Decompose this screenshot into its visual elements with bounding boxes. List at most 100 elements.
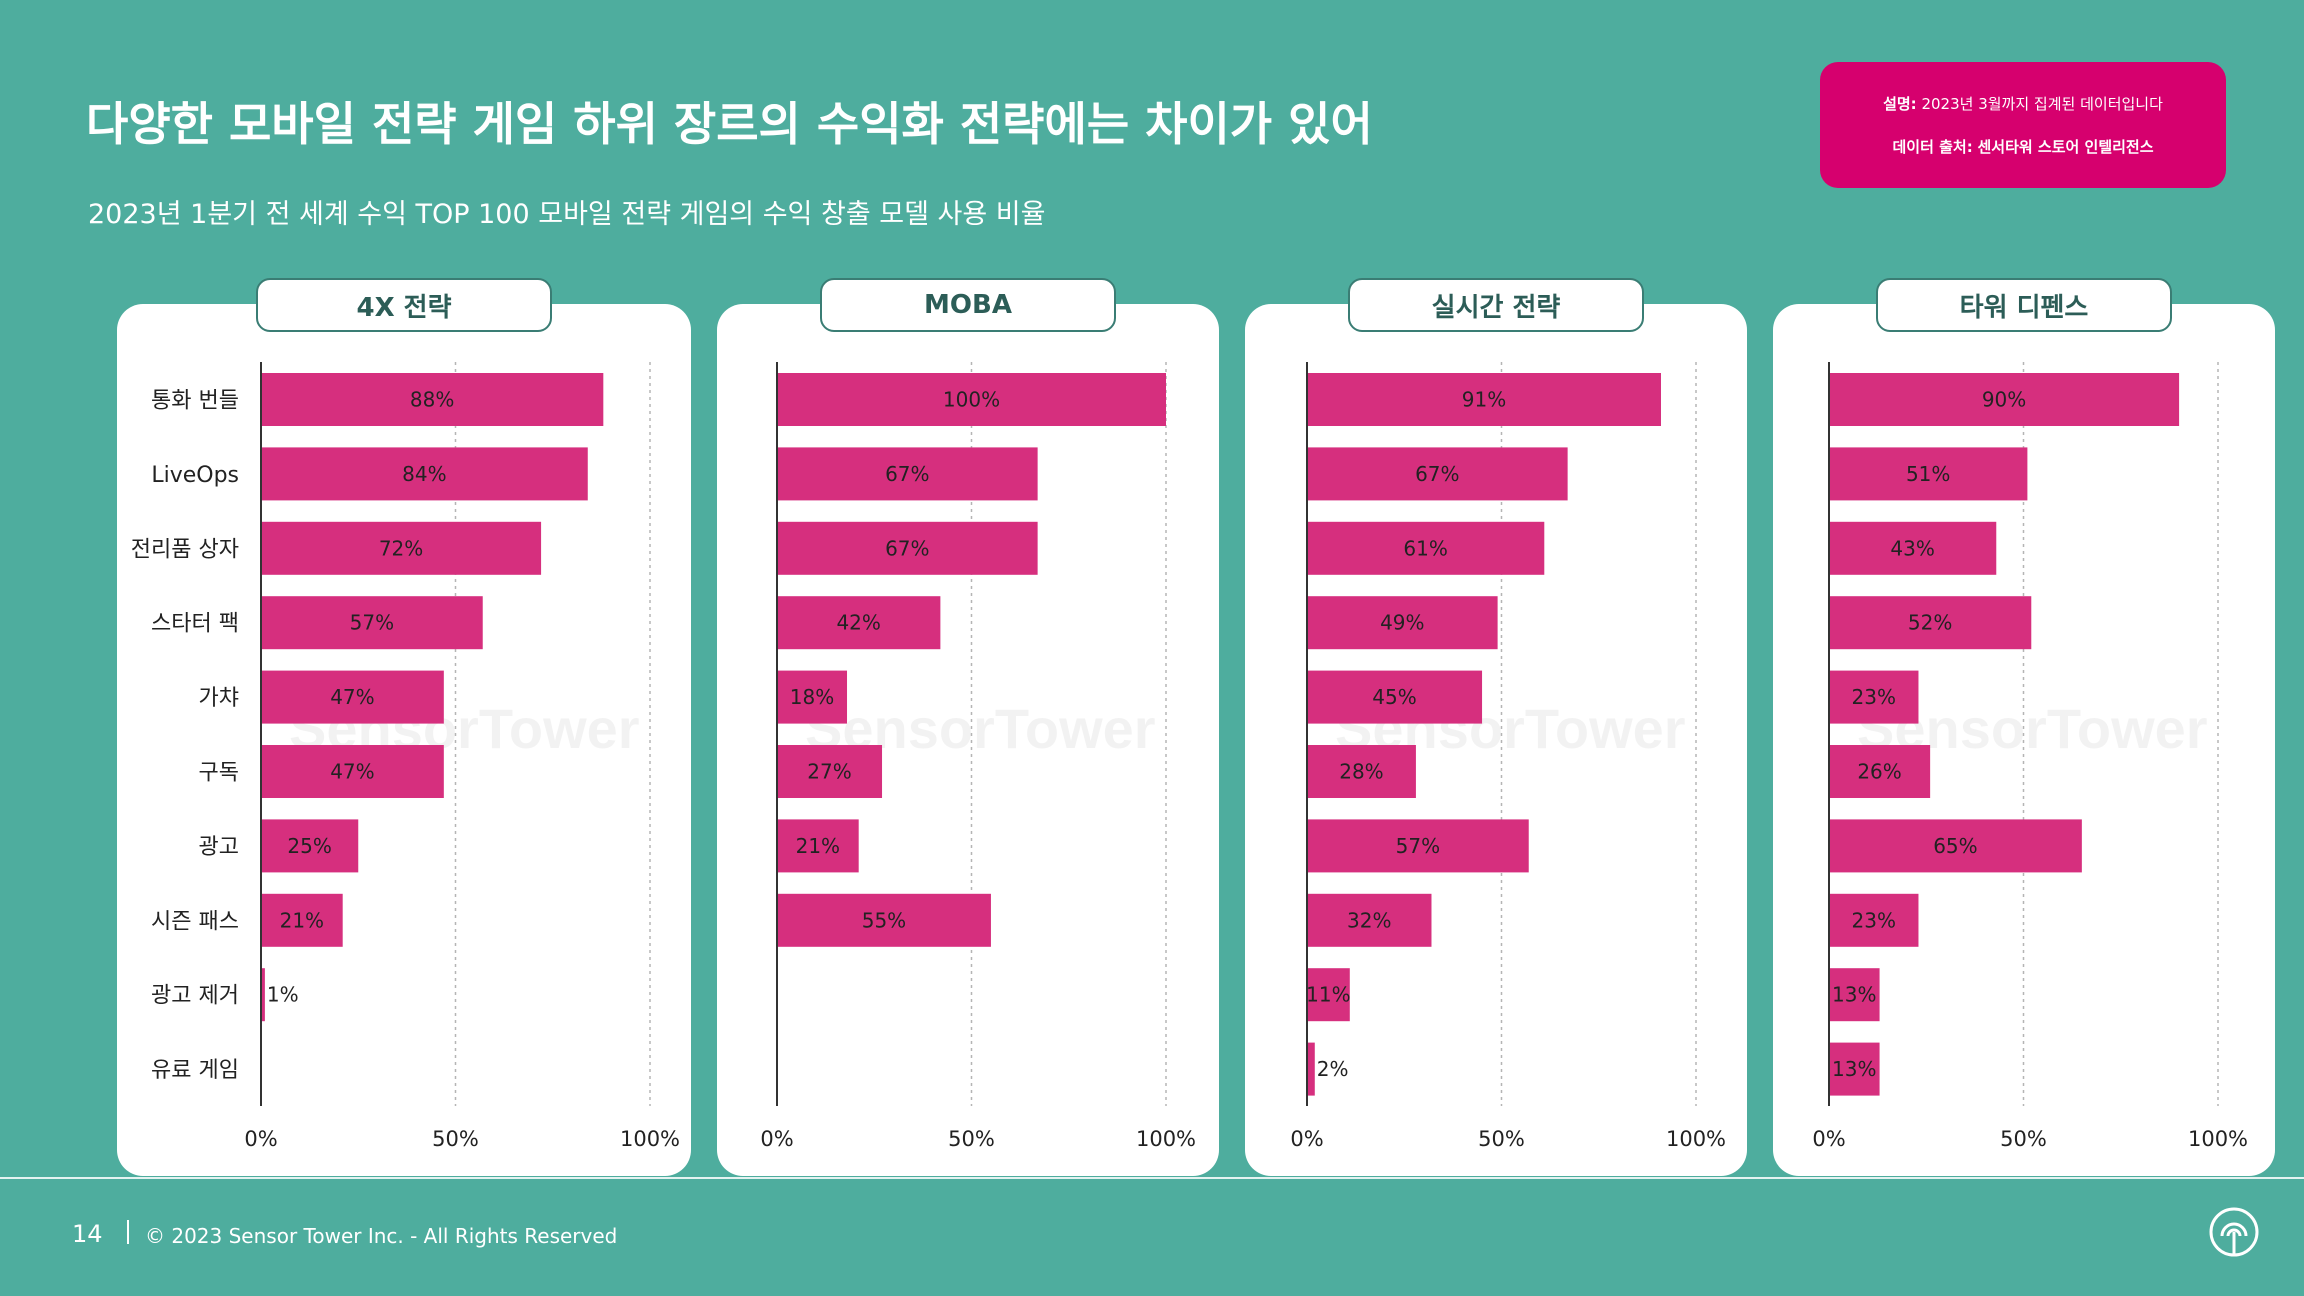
data-label: 11% (1306, 983, 1350, 1007)
data-label: 13% (1832, 983, 1876, 1007)
bar (1829, 893, 1919, 947)
tick-label: 0% (1812, 1127, 1845, 1151)
category-label: 전리품 상자 (131, 537, 239, 562)
panel-title-moba: MOBA (820, 278, 1116, 332)
data-label: 42% (836, 611, 880, 635)
bar (777, 819, 859, 873)
bar (261, 373, 604, 426)
tick-label: 50% (1478, 1127, 1525, 1151)
category-label: 유료 게임 (151, 1058, 239, 1083)
data-label: 43% (1890, 536, 1934, 560)
data-label: 67% (885, 462, 929, 486)
data-label: 25% (287, 834, 331, 858)
tick-label: 100% (1136, 1127, 1196, 1151)
bar (1307, 596, 1498, 650)
bar (261, 819, 359, 873)
panel-title-rts: 실시간 전략 (1348, 278, 1644, 332)
bar (261, 521, 542, 575)
data-label: 52% (1908, 611, 1952, 635)
bar (777, 745, 883, 798)
bar (777, 447, 1038, 501)
data-label: 84% (402, 462, 446, 486)
bar (1307, 521, 1545, 575)
data-label: 91% (1462, 388, 1506, 412)
data-label: 88% (410, 388, 454, 412)
footer-separator (127, 1220, 129, 1244)
data-label: 27% (807, 760, 851, 784)
bar (777, 670, 848, 724)
data-label: 2% (1317, 1057, 1349, 1081)
bar (1829, 670, 1919, 724)
tick-label: 100% (620, 1127, 680, 1151)
data-label: 32% (1347, 908, 1391, 932)
data-label: 100% (943, 388, 1000, 412)
sensortower-logo-icon (2209, 1207, 2259, 1257)
bar (1829, 819, 2082, 873)
data-label: 23% (1852, 908, 1896, 932)
data-label: 18% (790, 685, 834, 709)
data-label: 49% (1380, 611, 1424, 635)
data-label: 72% (379, 536, 423, 560)
data-label: 61% (1403, 536, 1447, 560)
bar (1307, 819, 1529, 873)
note-description: 설명: 2023년 3월까지 집계된 데이터입니다 (1883, 93, 2163, 114)
panel-title-4x: 4X 전략 (256, 278, 552, 332)
data-label: 23% (1852, 685, 1896, 709)
page-title: 다양한 모바일 전략 게임 하위 장르의 수익화 전략에는 차이가 있어 (86, 97, 1373, 151)
bar (777, 596, 941, 650)
note-source: 데이터 출처: 센서타워 스토어 인텔리전스 (1892, 136, 2153, 157)
category-label: 구독 (199, 761, 239, 786)
category-label: 광고 제거 (151, 984, 239, 1009)
data-label: 57% (1396, 834, 1440, 858)
data-label: 51% (1906, 462, 1950, 486)
bar (1829, 1042, 1880, 1096)
data-label: 67% (885, 536, 929, 560)
note-desc-text: 2023년 3월까지 집계된 데이터입니다 (1921, 95, 2163, 113)
bar (1829, 447, 2028, 501)
category-label: 광고 (199, 835, 239, 860)
data-label: 67% (1415, 462, 1459, 486)
bar (1829, 373, 2180, 426)
tick-label: 50% (948, 1127, 995, 1151)
bar (1307, 447, 1568, 501)
data-label: 45% (1372, 685, 1416, 709)
note-desc-label: 설명: (1883, 95, 1917, 113)
bar (1307, 1042, 1315, 1096)
bar (261, 596, 483, 650)
bar (1829, 968, 1880, 1022)
tick-label: 50% (432, 1127, 479, 1151)
bar (1307, 373, 1661, 426)
copyright: © 2023 Sensor Tower Inc. - All Rights Re… (145, 1224, 618, 1248)
bar (261, 968, 265, 1022)
data-label: 55% (862, 908, 906, 932)
bar (1829, 521, 1997, 575)
page-number: 14 (72, 1220, 103, 1248)
data-label: 1% (267, 983, 299, 1007)
category-label: 통화 번들 (151, 389, 239, 414)
category-label: 스타터 팩 (151, 612, 239, 637)
data-label: 90% (1982, 388, 2026, 412)
tick-label: 100% (2188, 1127, 2248, 1151)
note-box: 설명: 2023년 3월까지 집계된 데이터입니다 데이터 출처: 센서타워 스… (1820, 62, 2226, 188)
data-label: 47% (330, 760, 374, 784)
bar (777, 893, 991, 947)
tick-label: 0% (1290, 1127, 1323, 1151)
data-label: 28% (1339, 760, 1383, 784)
category-label: 가챠 (199, 686, 239, 711)
note-source-text: 센서타워 스토어 인텔리전스 (1977, 138, 2154, 156)
bar (261, 670, 444, 724)
tick-label: 50% (2000, 1127, 2047, 1151)
bar (261, 447, 588, 501)
data-label: 21% (280, 908, 324, 932)
footer-divider (0, 1177, 2304, 1179)
page-subtitle: 2023년 1분기 전 세계 수익 TOP 100 모바일 전략 게임의 수익 … (88, 199, 1046, 230)
bar (1829, 745, 1931, 798)
tick-label: 0% (760, 1127, 793, 1151)
note-source-label: 데이터 출처: (1892, 138, 1973, 156)
bar (777, 373, 1166, 426)
data-label: 26% (1857, 760, 1901, 784)
bar (261, 745, 444, 798)
bar (1307, 968, 1350, 1022)
data-label: 57% (350, 611, 394, 635)
data-label: 65% (1933, 834, 1977, 858)
